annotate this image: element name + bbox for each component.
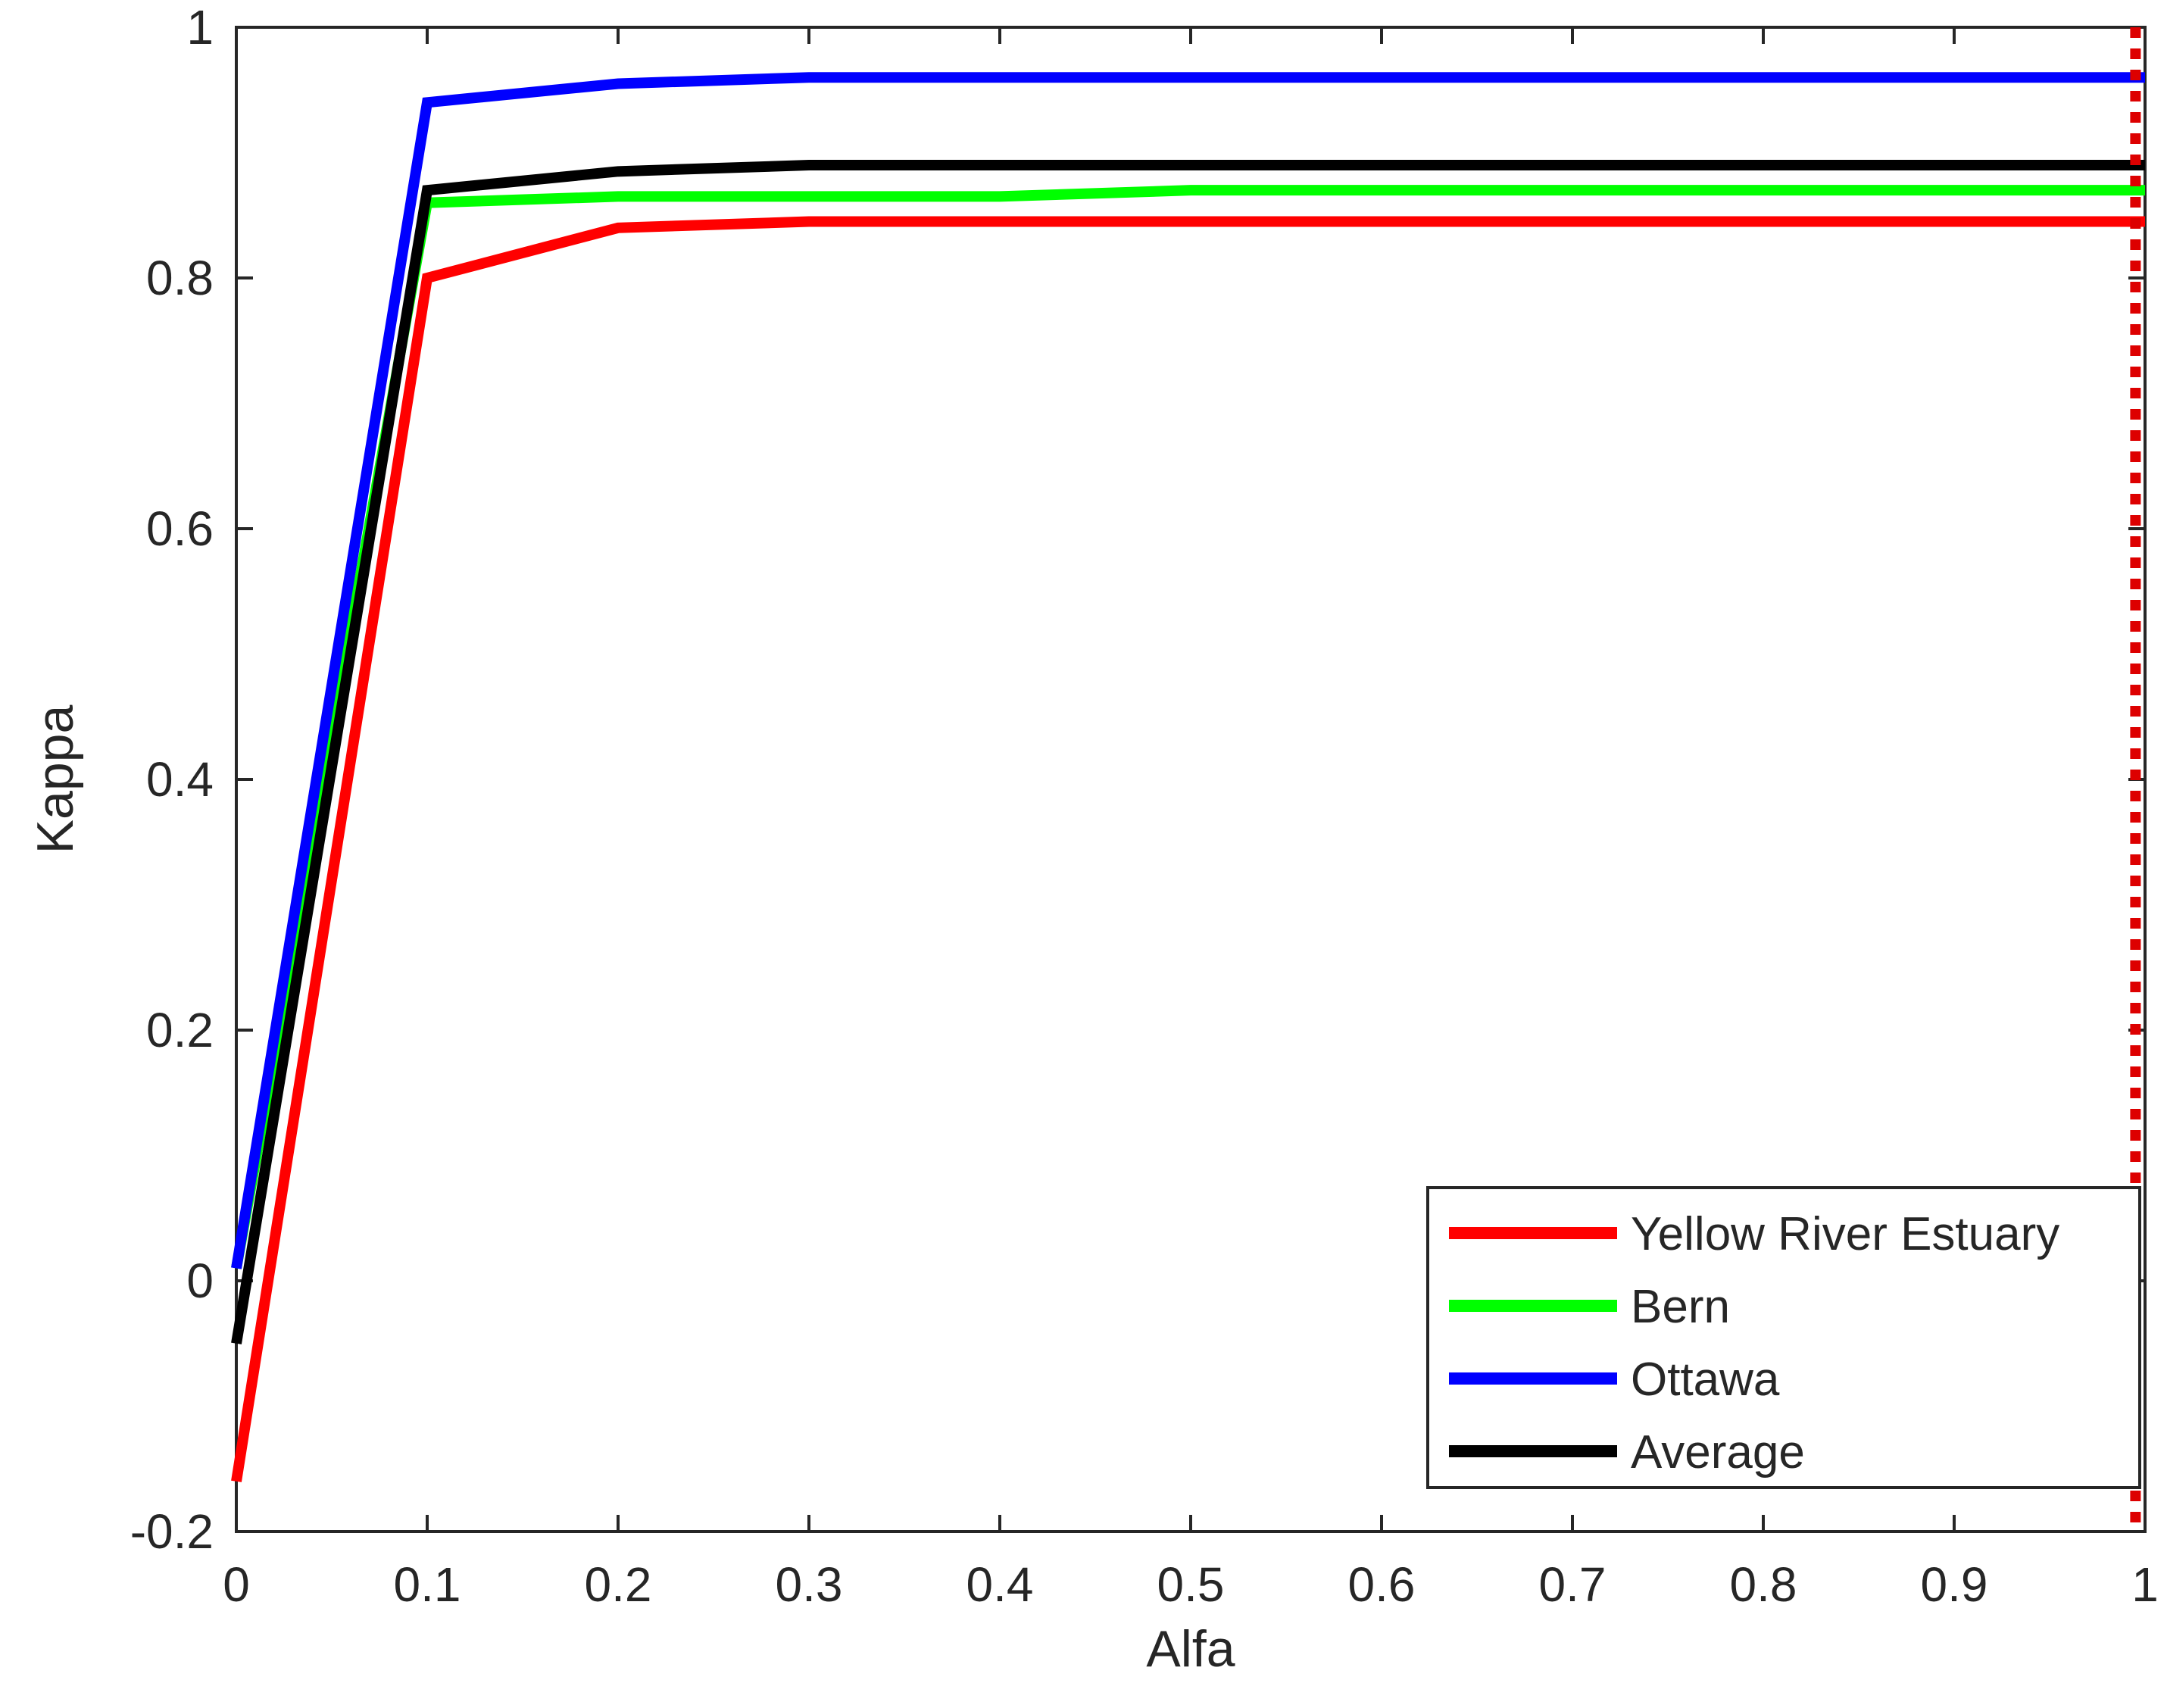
x-tick-label: 0: [223, 1557, 250, 1612]
x-axis-label: Alfa: [1146, 1620, 1235, 1678]
series-line-ottawa: [231, 72, 2145, 1269]
y-tick-label: 0.4: [146, 752, 214, 807]
x-tick-label: 0.1: [394, 1557, 461, 1612]
series-lines: [231, 72, 2145, 1482]
x-tick-label: 0.7: [1539, 1557, 1607, 1612]
y-tick-label: 0: [186, 1254, 214, 1308]
x-tick-label: 0.3: [776, 1557, 843, 1612]
x-tick-label: 0.9: [1921, 1557, 1988, 1612]
x-tick-label: 1: [2131, 1557, 2159, 1612]
legend-entry: Bern: [1631, 1281, 1730, 1333]
legend-entry: Ottawa: [1631, 1354, 1780, 1406]
y-tick-label: 1: [186, 0, 214, 55]
series-line-average: [231, 160, 2145, 1344]
y-tick-label: 0.2: [146, 1003, 214, 1057]
y-tick-label: -0.2: [130, 1504, 214, 1559]
x-tick-label: 0.5: [1157, 1557, 1225, 1612]
legend-entry: Yellow River Estuary: [1631, 1208, 2059, 1260]
x-tick-label: 0.2: [585, 1557, 652, 1612]
x-tick-label: 0.4: [966, 1557, 1034, 1612]
y-tick-label: 0.6: [146, 501, 214, 556]
x-tick-label: 0.8: [1730, 1557, 1797, 1612]
series-line-yellow-river-estuary: [231, 216, 2145, 1482]
y-tick-label: 0.8: [146, 251, 214, 305]
legend-entry: Average: [1631, 1426, 1805, 1478]
legend: Yellow River Estuary Bern Ottawa Average: [1426, 1186, 2141, 1489]
x-tick-label: 0.6: [1348, 1557, 1416, 1612]
series-line-bern: [231, 185, 2145, 1269]
axis-ticks: 0 0.1 0.2 0.3 0.4 0.5 0.6 0.7 0.8 0.9 1-0.200.20.4…: [130, 0, 2159, 1612]
y-axis-label: Kappa: [27, 705, 84, 854]
